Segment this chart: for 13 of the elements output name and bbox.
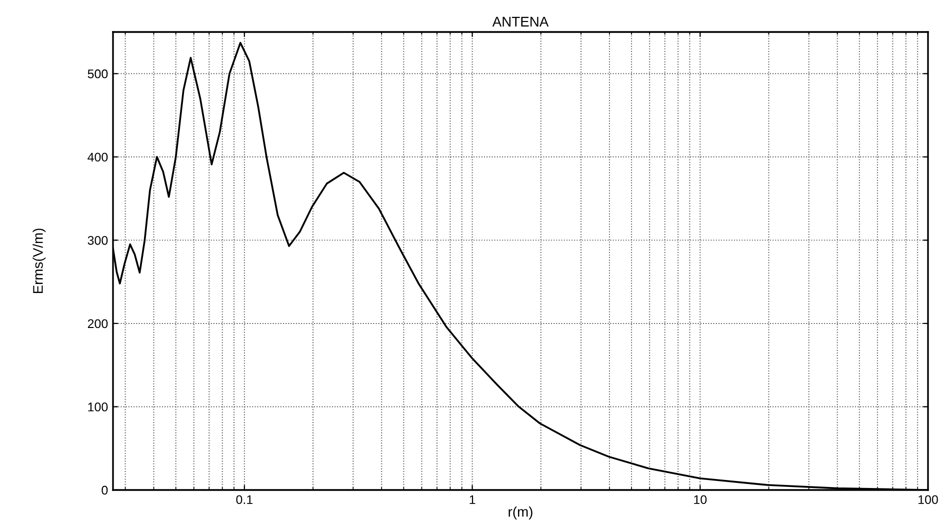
y-tick-label: 200 [88,319,108,328]
x-tick-label: 100 [918,495,938,504]
y-tick-label: 100 [88,402,108,412]
x-axis-title: r(m) [508,506,532,520]
y-axis-title: Erms(V/m) [32,228,46,294]
x-tick-label: 0.1 [236,495,252,504]
y-tick-label: 300 [88,236,108,245]
y-tick-label: 400 [88,152,108,162]
chart-title: ANTENA [492,16,549,26]
x-tick-label: 10 [694,495,707,504]
y-tick-label: 0 [102,486,108,495]
x-tick-label: 1 [470,495,476,504]
y-tick-label: 500 [88,69,108,78]
